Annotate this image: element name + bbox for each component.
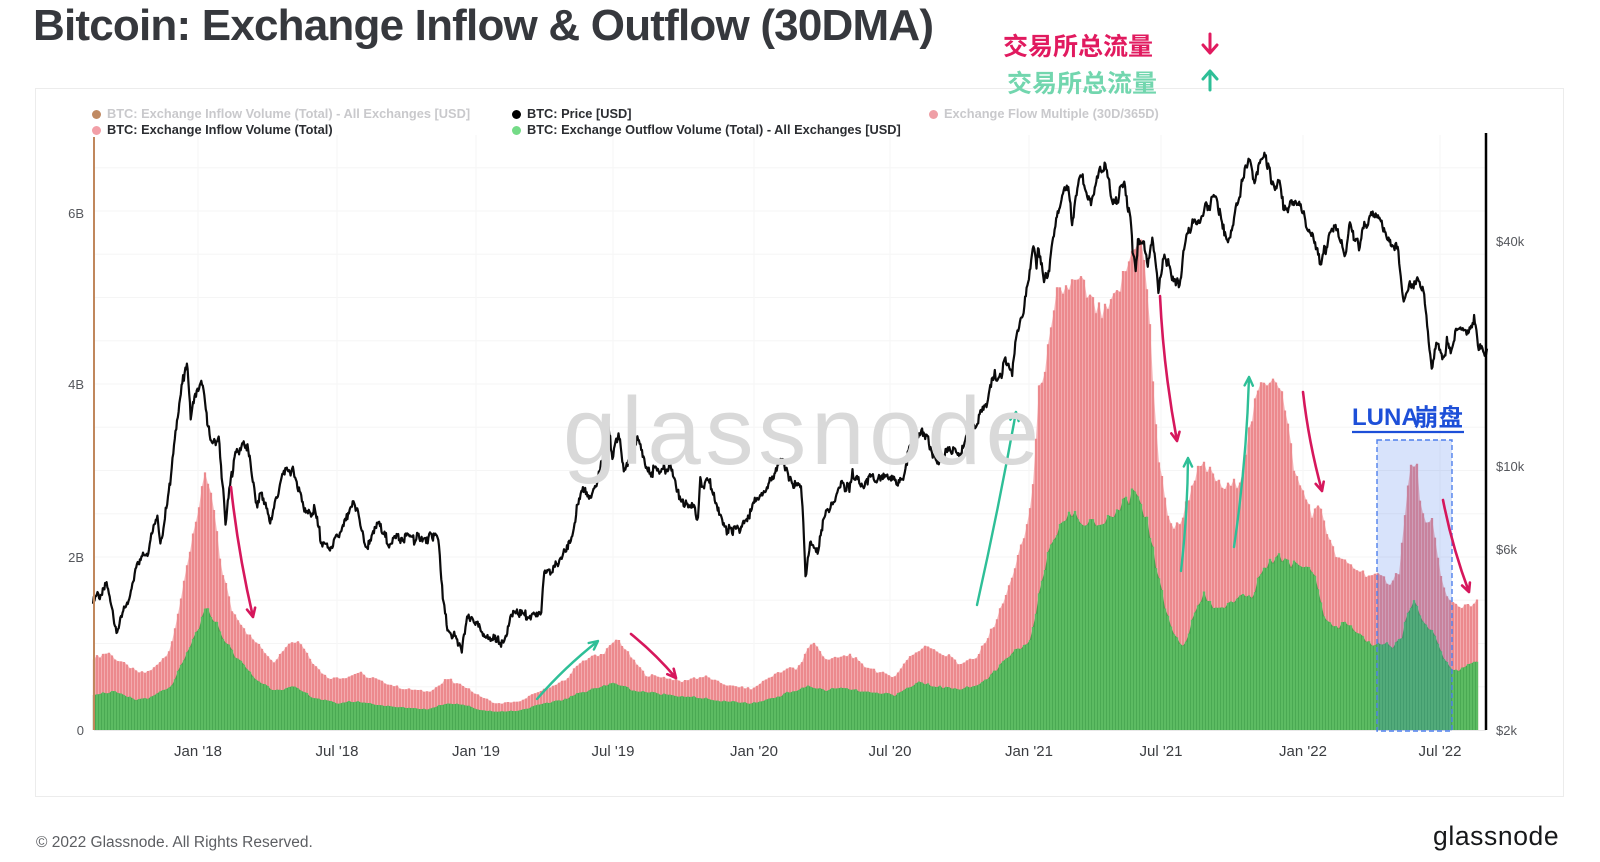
- svg-text:LUNA: LUNA: [1352, 404, 1419, 431]
